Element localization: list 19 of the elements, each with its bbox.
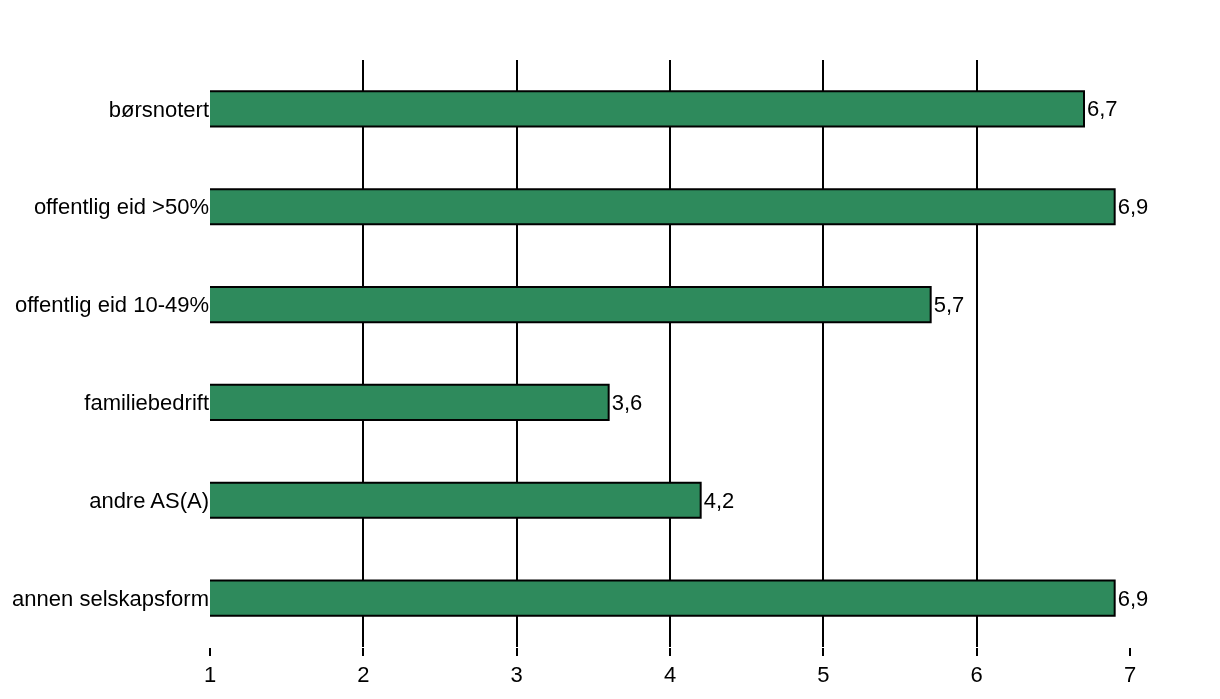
- x-tick-label: 5: [817, 662, 830, 688]
- y-tick-label: andre AS(A): [89, 487, 209, 513]
- x-tick-label: 1: [203, 662, 217, 688]
- data-label: 5,7: [933, 292, 965, 318]
- x-tick-label: 6: [970, 662, 983, 688]
- data-label: 6,7: [1087, 96, 1118, 122]
- data-label: 3,6: [611, 389, 643, 415]
- data-label: 6,9: [1117, 194, 1149, 220]
- y-tick-label: offentlig eid 10-49%: [14, 292, 209, 318]
- x-tick-label: 4: [663, 662, 677, 688]
- data-label: 4,2: [703, 487, 735, 513]
- y-tick-label: familiebedrift: [84, 390, 209, 416]
- y-tick-label: børsnotert: [108, 96, 209, 122]
- x-tick-label: 7: [1123, 662, 1137, 688]
- y-tick-label: offentlig eid >50%: [33, 194, 209, 220]
- data-label: 6,9: [1117, 585, 1149, 611]
- x-tick-label: 3: [510, 662, 523, 688]
- y-tick-label: annen selskapsform: [12, 585, 209, 611]
- x-tick-label: 2: [357, 662, 370, 688]
